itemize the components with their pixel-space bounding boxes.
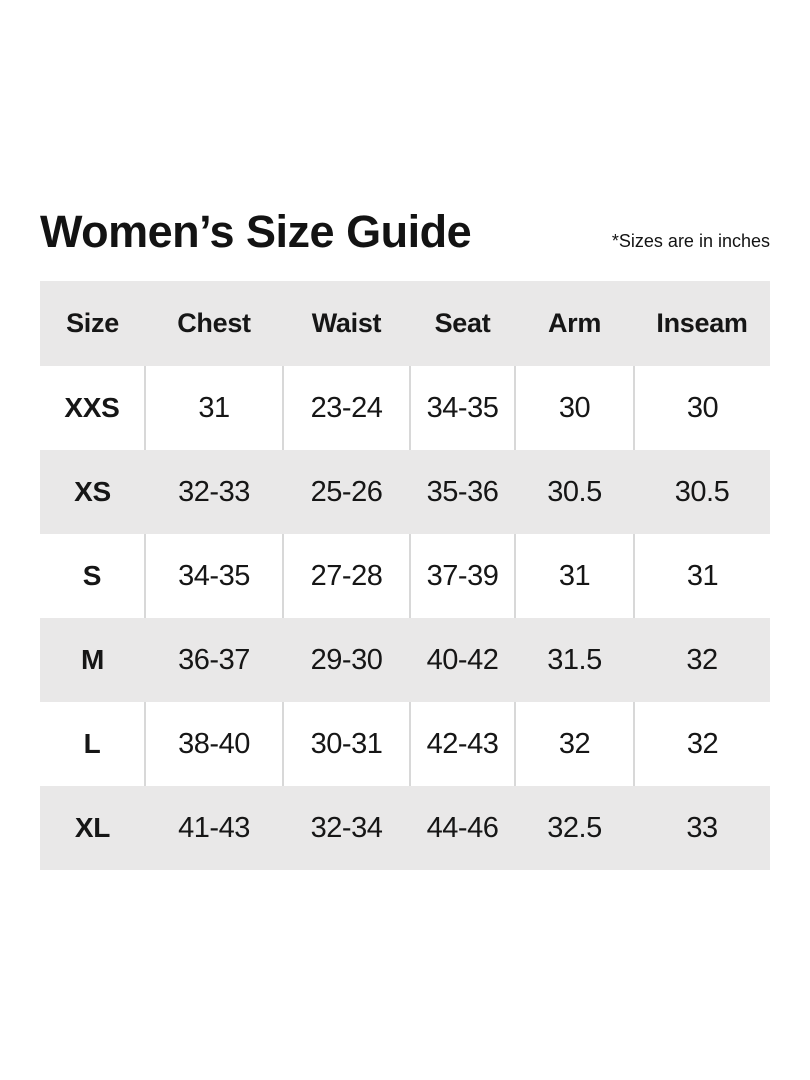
waist-cell: 30-31 [282,702,410,787]
inseam-cell: 30 [633,366,770,451]
seat-cell: 34-35 [409,366,515,451]
chest-cell: 31 [144,366,283,451]
inseam-cell: 32 [686,643,718,676]
chest-cell: 36-37 [178,643,250,676]
inseam-cell: 30.5 [674,475,730,508]
size-label: S [82,560,102,592]
chest-cell: 38-40 [144,702,283,787]
table-row-xxs: XXS 31 23-24 34-35 30 30 [40,366,770,451]
column-header-waist: Waist [311,308,382,339]
chest-cell: 41-43 [178,811,250,844]
size-label: L [83,728,101,760]
chest-cell: 34-35 [144,534,283,619]
inseam-cell: 31 [633,534,770,619]
table-row-s: S 34-35 27-28 37-39 31 31 [40,534,770,619]
size-label: XS [74,476,111,508]
table-row-xl: XL 41-43 32-34 44-46 32.5 33 [40,786,770,871]
seat-cell: 37-39 [409,534,515,619]
arm-cell: 31 [514,534,634,619]
size-label: XXS [64,392,120,424]
inseam-cell: 32 [633,702,770,787]
title-row: Women’s Size Guide *Sizes are in inches [40,206,770,257]
arm-cell: 32 [514,702,634,787]
waist-cell: 27-28 [282,534,410,619]
units-note: *Sizes are in inches [611,231,770,251]
seat-cell: 40-42 [426,643,499,676]
chest-cell: 32-33 [178,475,250,508]
seat-cell: 42-43 [409,702,515,787]
arm-cell: 31.5 [547,643,602,676]
column-header-chest: Chest [177,308,251,339]
column-header-size: Size [66,308,119,339]
table-row-xs: XS 32-33 25-26 35-36 30.5 30.5 [40,450,770,535]
waist-cell: 23-24 [282,366,410,451]
column-header-seat: Seat [434,308,491,339]
column-header-arm: Arm [547,308,602,339]
size-guide-table: Size Chest Waist Seat Arm Inseam XXS 31 … [40,281,770,871]
inseam-cell: 33 [686,811,718,844]
waist-cell: 32-34 [310,811,383,844]
arm-cell: 30.5 [547,475,602,508]
size-label: XL [74,812,111,844]
page-title: Women’s Size Guide [40,206,472,257]
seat-cell: 35-36 [426,475,499,508]
size-label: M [80,644,105,676]
column-header-inseam: Inseam [656,308,748,339]
waist-cell: 25-26 [310,475,383,508]
table-header-row: Size Chest Waist Seat Arm Inseam [40,281,770,367]
waist-cell: 29-30 [310,643,383,676]
table-row-l: L 38-40 30-31 42-43 32 32 [40,702,770,787]
table-row-m: M 36-37 29-30 40-42 31.5 32 [40,618,770,703]
seat-cell: 44-46 [426,811,499,844]
arm-cell: 30 [514,366,634,451]
arm-cell: 32.5 [547,811,602,844]
